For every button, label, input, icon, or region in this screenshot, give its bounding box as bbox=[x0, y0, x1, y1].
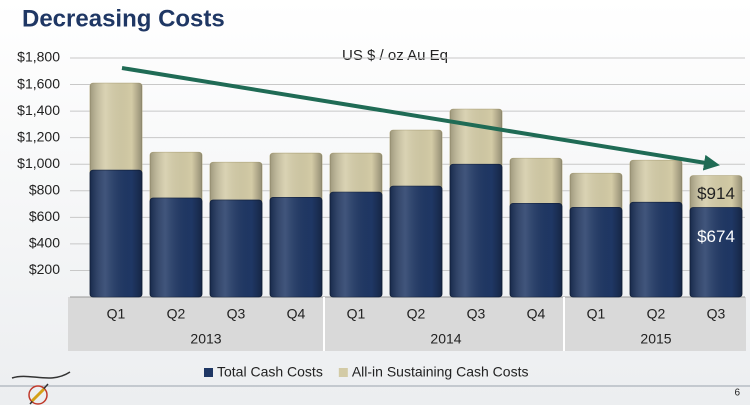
bar-shade bbox=[570, 207, 622, 297]
trend-arrow bbox=[121, 66, 720, 171]
y-tick-label: $200 bbox=[29, 261, 60, 277]
x-group-label: 2014 bbox=[430, 331, 461, 347]
legend-swatch bbox=[338, 368, 348, 377]
x-tick-label: Q3 bbox=[467, 306, 486, 322]
x-tick-label: Q2 bbox=[167, 306, 186, 322]
y-tick-label: $1,200 bbox=[17, 128, 60, 144]
x-tick-label: Q1 bbox=[587, 306, 606, 322]
x-group-label: 2013 bbox=[190, 331, 221, 347]
chart-title: Decreasing Costs bbox=[22, 5, 225, 32]
x-tick-label: Q1 bbox=[347, 306, 366, 322]
x-tick-label: Q2 bbox=[407, 306, 426, 322]
bar-shade bbox=[450, 164, 502, 297]
data-label: $914 bbox=[697, 184, 735, 203]
bar-shade bbox=[630, 202, 682, 297]
bar-shade bbox=[390, 186, 442, 297]
y-tick-label: $1,400 bbox=[17, 102, 60, 118]
bar-shade bbox=[90, 170, 142, 297]
logo bbox=[11, 371, 71, 405]
data-label: $674 bbox=[697, 227, 735, 246]
y-tick-label: $1,600 bbox=[17, 75, 60, 91]
x-tick-label: Q3 bbox=[227, 306, 246, 322]
y-tick-label: $1,800 bbox=[17, 49, 60, 65]
x-tick-label: Q4 bbox=[287, 306, 306, 322]
y-tick-label: $800 bbox=[29, 181, 60, 197]
bar-shade bbox=[270, 197, 322, 297]
x-tick-label: Q1 bbox=[107, 306, 126, 322]
y-tick-label: $600 bbox=[29, 208, 60, 224]
legend-label: Total Cash Costs bbox=[217, 364, 323, 380]
x-tick-label: Q3 bbox=[707, 306, 726, 322]
x-group-label: 2015 bbox=[640, 331, 671, 347]
bar-shade bbox=[690, 207, 742, 297]
bar-shade bbox=[330, 192, 382, 297]
x-tick-label: Q2 bbox=[647, 306, 666, 322]
bar-shade bbox=[510, 203, 562, 297]
x-tick-label: Q4 bbox=[527, 306, 546, 322]
legend-label: All-in Sustaining Cash Costs bbox=[352, 364, 529, 380]
bar-shade bbox=[210, 200, 262, 297]
y-tick-label: $1,000 bbox=[17, 155, 60, 171]
chart-subtitle: US $ / oz Au Eq bbox=[342, 47, 448, 64]
bar-shade bbox=[150, 198, 202, 297]
x-axis-band bbox=[68, 297, 746, 351]
legend-swatch bbox=[204, 368, 213, 377]
page-number: 6 bbox=[734, 388, 740, 399]
y-tick-label: $400 bbox=[29, 235, 60, 251]
